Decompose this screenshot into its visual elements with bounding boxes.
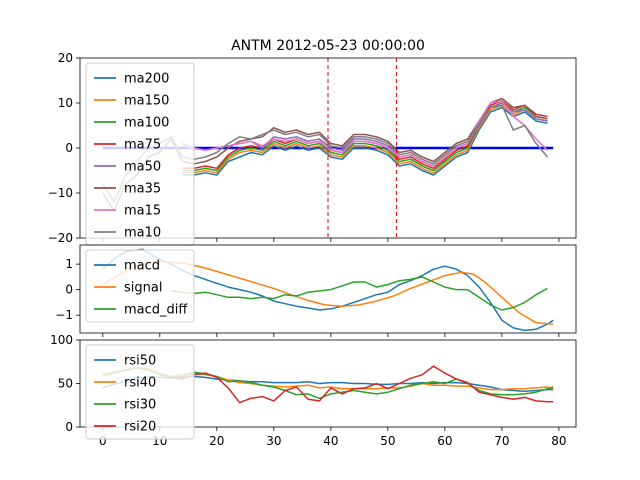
macd-legend-box [85, 249, 195, 323]
moving-averages-ytick-label: 20 [58, 51, 73, 65]
moving-averages-legend-label-ma50: ma50 [124, 160, 161, 175]
rsi-legend-label-rsi30: rsi30 [124, 398, 156, 413]
moving-averages-series-ma15 [182, 100, 549, 167]
rsi-xtick-label: 20 [209, 434, 224, 448]
macd-legend-label-signal: signal [124, 281, 162, 296]
moving-averages-legend-label-ma75: ma75 [124, 138, 161, 153]
rsi-xtick-label: 30 [266, 434, 281, 448]
rsi-xtick-label: 70 [494, 434, 509, 448]
moving-averages-panel: −20−1001020ma200ma150ma100ma75ma50ma35ma… [48, 51, 577, 246]
moving-averages-series-ma150 [182, 104, 548, 174]
macd-ytick-label: −1 [55, 308, 73, 322]
chart-title: ANTM 2012-05-23 00:00:00 [231, 38, 425, 54]
rsi-xtick-label: 40 [323, 434, 338, 448]
macd-ytick-label: 0 [65, 283, 73, 297]
moving-averages-legend: ma200 ma150 ma100 ma75 ma50 ma35 ma15 ma10 [85, 62, 195, 246]
rsi-ytick-label: 50 [58, 377, 73, 391]
macd-ytick-label: 1 [65, 257, 73, 271]
moving-averages-legend-label-ma15: ma15 [124, 204, 161, 219]
moving-averages-legend-label-ma150: ma150 [124, 94, 169, 109]
moving-averages-legend-label-ma35: ma35 [124, 182, 161, 197]
rsi-legend-label-rsi40: rsi40 [124, 376, 156, 391]
macd-legend: macd signal macd_diff [85, 249, 195, 323]
moving-averages-ytick-label: 10 [58, 96, 73, 110]
macd-frame [79, 244, 577, 334]
moving-averages-series-ma200 [182, 106, 548, 176]
moving-averages-legend-label-ma200: ma200 [124, 72, 169, 87]
rsi-xtick-label: 50 [380, 434, 395, 448]
rsi-legend: rsi50 rsi40 rsi30 rsi20 [85, 344, 195, 440]
rsi-xtick-label: 60 [437, 434, 452, 448]
rsi-legend-box [85, 344, 195, 440]
moving-averages-legend-label-ma10: ma10 [124, 226, 161, 241]
macd-series-macd_diff [171, 276, 548, 311]
macd-legend-label-macd_diff: macd_diff [124, 303, 188, 318]
rsi-xtick-label: 0 [99, 434, 107, 448]
rsi-xtick-label: 80 [551, 434, 566, 448]
rsi-legend-label-rsi50: rsi50 [124, 354, 156, 369]
rsi-series-rsi20 [171, 365, 554, 404]
rsi-ytick-label: 100 [50, 333, 73, 347]
rsi-ytick-label: 0 [65, 420, 73, 434]
moving-averages-ytick-label: −10 [48, 186, 73, 200]
moving-averages-ytick-label: −20 [48, 231, 73, 245]
moving-averages-ytick-label: 0 [65, 141, 73, 155]
rsi-legend-label-rsi20: rsi20 [124, 420, 156, 435]
macd-panel: −1 0 1 macd signal macd_diff [55, 244, 577, 337]
macd-legend-label-macd: macd [124, 259, 160, 274]
moving-averages-legend-label-ma100: ma100 [124, 116, 169, 131]
